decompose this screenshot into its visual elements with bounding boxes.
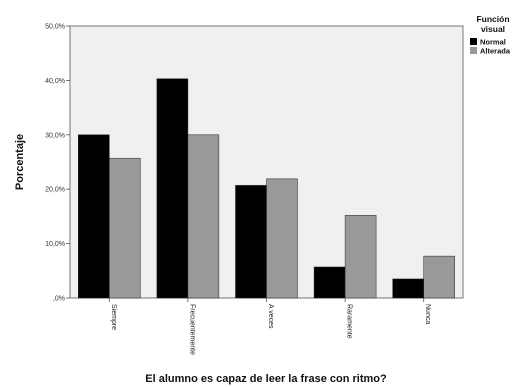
x-tick-label: Siempre <box>110 304 117 330</box>
y-tick-label: ,0% <box>53 296 65 303</box>
bar-normal-0 <box>78 134 110 299</box>
bar-alterada-4 <box>423 255 455 299</box>
x-axis-title: El alumno es capaz de leer la frase con … <box>145 373 387 385</box>
y-tick-label: 10,0% <box>45 241 65 248</box>
x-tick-label: Nunca <box>424 304 431 324</box>
y-axis-title: Porcentaje <box>14 134 26 190</box>
legend-label-normal: Normal <box>480 38 506 47</box>
legend-swatch-alterada <box>470 47 477 54</box>
y-tick-label: 40,0% <box>45 78 65 85</box>
y-tick-label: 50,0% <box>45 24 65 31</box>
bar-normal-1 <box>156 78 189 299</box>
bars <box>78 78 455 299</box>
legend-title-line-1: Función <box>476 14 509 24</box>
bar-alterada-2 <box>266 178 298 299</box>
legend-title-line-2: visual <box>481 24 505 34</box>
bar-alterada-1 <box>187 134 220 299</box>
bar-alterada-0 <box>109 157 141 299</box>
x-tick-label: Frecuentemente <box>188 304 195 355</box>
x-tick-label: Raramente <box>346 304 353 339</box>
legend-label-alterada: Alterada <box>480 47 511 56</box>
x-axis: Siempre Frecuentemente A veces Raramente Nun… <box>108 298 431 355</box>
y-axis: ,0% 10,0% 20,0% 30,0% 40,0% 50,0% <box>45 24 70 303</box>
x-tick-label: A veces <box>267 304 274 329</box>
y-tick-label: 20,0% <box>45 187 65 194</box>
bar-alterada-3 <box>344 215 377 299</box>
bar-normal-4 <box>392 278 424 299</box>
legend: Función visual Normal Alterada <box>470 14 511 56</box>
bar-normal-2 <box>235 185 267 299</box>
legend-swatch-normal <box>470 38 477 45</box>
bar-normal-3 <box>313 266 346 299</box>
y-tick-label: 30,0% <box>45 132 65 139</box>
